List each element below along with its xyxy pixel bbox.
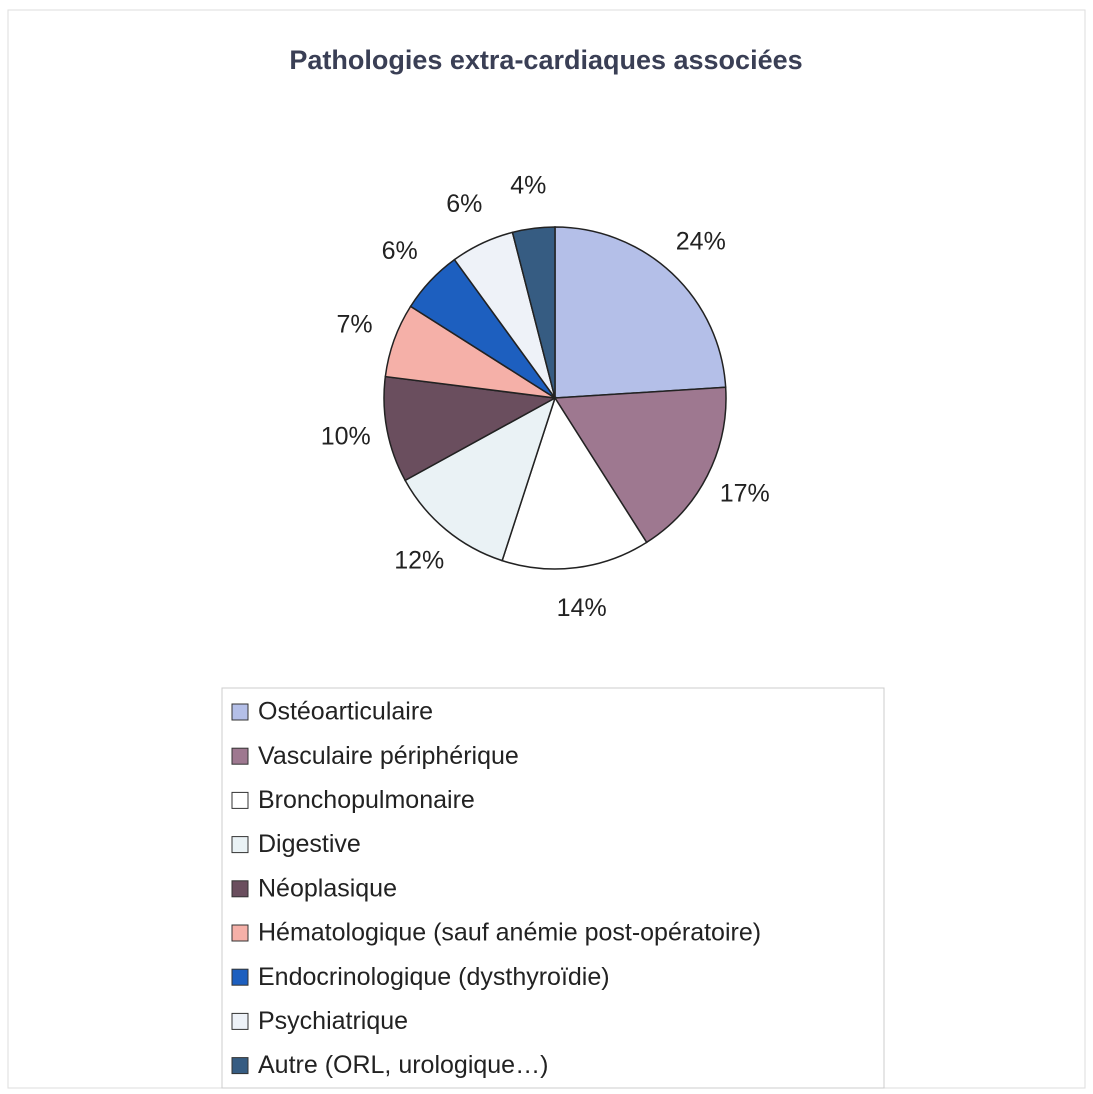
data-label: 12% <box>394 547 444 575</box>
legend-swatch <box>231 747 249 765</box>
data-label: 6% <box>446 190 482 218</box>
legend-label: Ostéoarticulaire <box>258 698 433 726</box>
pie-slice <box>511 226 556 399</box>
legend-swatch <box>231 1012 249 1030</box>
legend <box>221 687 885 1089</box>
data-label: 7% <box>337 310 373 338</box>
legend-label: Endocrinologique (dysthyroïdie) <box>258 963 610 991</box>
legend-label: Psychiatrique <box>258 1007 408 1035</box>
legend-swatch <box>231 968 249 986</box>
pie-slice <box>554 226 727 399</box>
chart-title: Pathologies extra-cardiaques associées <box>289 45 802 75</box>
legend-swatch <box>231 880 249 898</box>
data-label: 17% <box>720 479 770 507</box>
data-label: 4% <box>510 171 546 199</box>
legend-label: Vasculaire périphérique <box>258 742 519 770</box>
pie-slice <box>501 396 648 570</box>
legend-swatch <box>231 703 249 721</box>
legend-label: Bronchopulmonaire <box>258 786 475 814</box>
legend-swatch <box>231 791 249 809</box>
pie-slice <box>383 375 558 482</box>
legend-label: Autre (ORL, urologique…) <box>258 1051 548 1079</box>
legend-label: Néoplasique <box>258 874 397 902</box>
legend-label: Hématologique (sauf anémie post-opératoi… <box>258 919 761 947</box>
legend-swatch <box>231 836 249 854</box>
pie-slice <box>404 396 557 562</box>
legend-label: Digestive <box>258 830 361 858</box>
pie-slice <box>553 386 727 544</box>
data-label: 24% <box>676 227 726 255</box>
data-label: 10% <box>321 423 371 451</box>
legend-swatch <box>231 924 249 942</box>
data-label: 6% <box>382 237 418 265</box>
data-label: 14% <box>557 594 607 622</box>
legend-swatch <box>231 1057 249 1075</box>
